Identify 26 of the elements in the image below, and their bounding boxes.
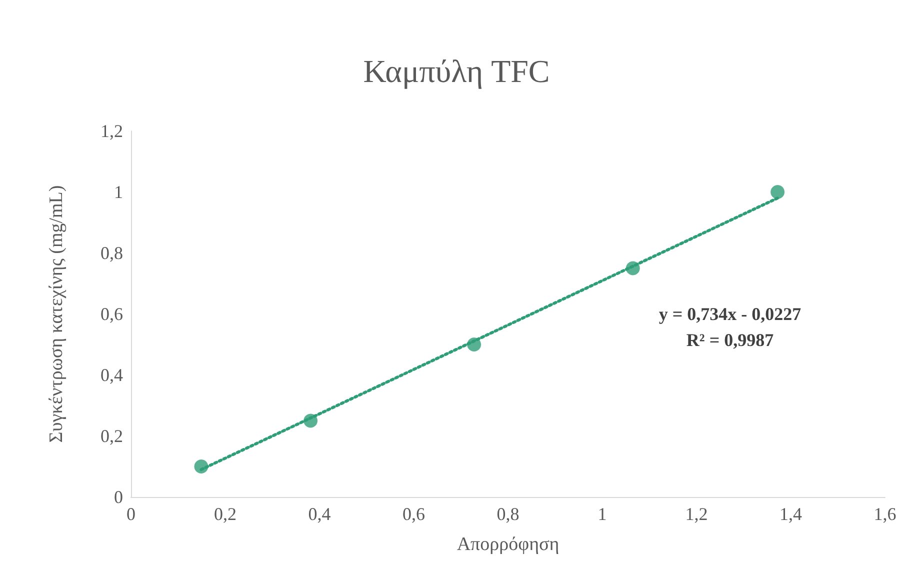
- y-tick-label: 0,6: [100, 304, 123, 324]
- y-tick-label: 0,2: [100, 426, 123, 446]
- point: [194, 460, 208, 474]
- x-tick-label: 0,8: [496, 504, 520, 524]
- x-tick-label: 0: [126, 504, 136, 524]
- x-tick-label: 1,4: [780, 504, 802, 524]
- annotation: R² = 0,9987: [686, 330, 774, 350]
- chart-title: Καμπύλη TFC: [363, 53, 550, 89]
- y-tick-label: 1,2: [100, 121, 123, 141]
- y-tick-label: 0,8: [100, 243, 123, 263]
- x-tick-label: 0,2: [214, 504, 236, 524]
- y-tick-label: 0,4: [100, 365, 123, 385]
- y-axis-title: Συγκέντρωση κατεχίνης (mg/mL): [46, 185, 67, 443]
- annotation: y = 0,734x - 0,0227: [658, 304, 802, 324]
- point: [304, 414, 318, 428]
- y-tick-label: 1: [114, 182, 123, 202]
- x-axis-title: Απορρόφηση: [456, 534, 560, 555]
- point: [770, 185, 785, 199]
- x-tick-label: 1,2: [685, 504, 708, 524]
- x-tick-label: 1: [598, 504, 607, 524]
- x-tick-label: 0,4: [308, 504, 331, 524]
- x-tick-label: 1,6: [874, 504, 896, 524]
- point: [467, 338, 482, 352]
- y-tick-label: 0: [114, 487, 123, 507]
- x-tick-label: 0,6: [402, 504, 425, 524]
- point: [626, 261, 640, 276]
